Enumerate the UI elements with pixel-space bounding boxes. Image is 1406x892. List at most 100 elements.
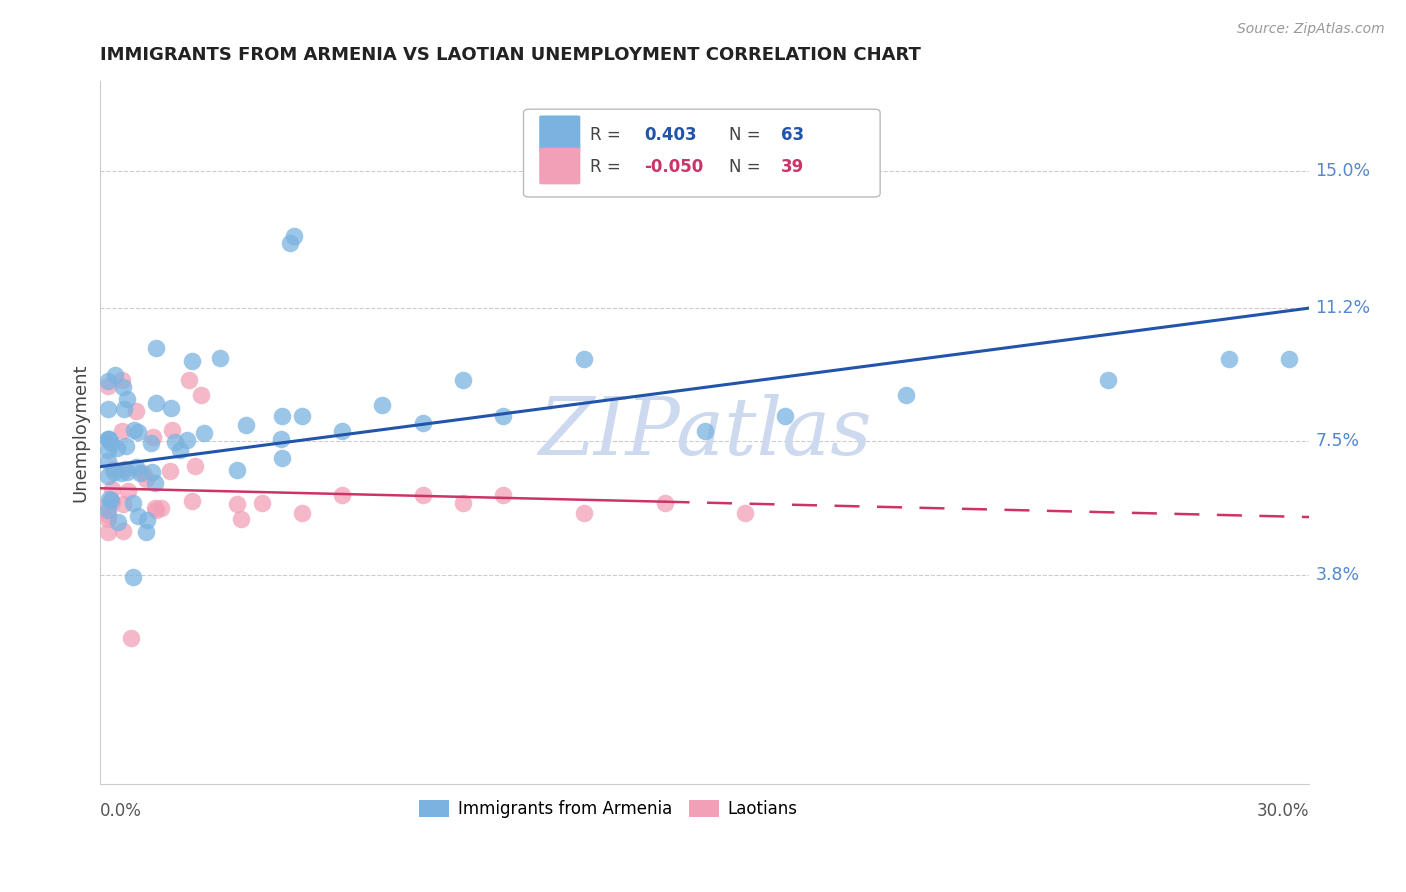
Point xyxy=(111,380,134,394)
Text: 7.5%: 7.5% xyxy=(1316,433,1360,450)
Text: Source: ZipAtlas.com: Source: ZipAtlas.com xyxy=(1237,22,1385,37)
Point xyxy=(135,524,157,539)
Point xyxy=(97,512,120,526)
Text: R =: R = xyxy=(591,126,620,145)
Point xyxy=(231,512,253,526)
Point xyxy=(654,496,676,510)
Point xyxy=(181,353,204,368)
Point xyxy=(100,492,122,507)
Point xyxy=(135,513,157,527)
Point xyxy=(896,387,918,401)
Point xyxy=(1097,373,1119,387)
Point xyxy=(145,502,167,516)
Point xyxy=(143,501,166,516)
Point xyxy=(101,462,124,476)
FancyBboxPatch shape xyxy=(540,148,581,185)
Point xyxy=(451,496,474,510)
Point xyxy=(112,401,135,416)
Point xyxy=(141,465,163,479)
Point xyxy=(115,466,138,480)
Point xyxy=(181,493,204,508)
Point xyxy=(97,432,120,446)
Text: 11.2%: 11.2% xyxy=(1316,299,1371,317)
Point xyxy=(105,441,128,455)
Point xyxy=(226,498,249,512)
Text: 3.8%: 3.8% xyxy=(1316,566,1360,583)
Point xyxy=(114,462,136,476)
Point xyxy=(120,631,142,645)
Point xyxy=(115,438,138,452)
Text: IMMIGRANTS FROM ARMENIA VS LAOTIAN UNEMPLOYMENT CORRELATION CHART: IMMIGRANTS FROM ARMENIA VS LAOTIAN UNEMP… xyxy=(100,46,921,64)
Point xyxy=(97,508,120,522)
Point xyxy=(451,373,474,387)
Point xyxy=(97,468,120,483)
Point xyxy=(159,464,181,478)
Point xyxy=(122,423,145,437)
Point xyxy=(97,454,120,468)
Point xyxy=(190,387,212,401)
Point xyxy=(103,465,125,479)
Text: 30.0%: 30.0% xyxy=(1257,802,1309,820)
Point xyxy=(775,409,797,424)
Point xyxy=(122,569,145,583)
Text: 63: 63 xyxy=(780,126,804,145)
Point xyxy=(101,482,124,496)
Point xyxy=(97,502,120,516)
Point xyxy=(162,423,184,437)
Point xyxy=(270,409,292,424)
Point xyxy=(184,459,207,474)
Point xyxy=(125,459,148,474)
Point xyxy=(100,435,122,450)
Legend: Immigrants from Armenia, Laotians: Immigrants from Armenia, Laotians xyxy=(413,793,804,824)
Point xyxy=(97,402,120,417)
Point xyxy=(139,436,162,450)
FancyBboxPatch shape xyxy=(540,115,581,152)
Point xyxy=(208,351,231,365)
Point xyxy=(734,507,756,521)
Point xyxy=(160,401,183,415)
Point xyxy=(110,466,132,480)
Text: 0.0%: 0.0% xyxy=(100,802,142,820)
Text: 39: 39 xyxy=(780,159,804,177)
Point xyxy=(226,463,249,477)
Point xyxy=(122,495,145,509)
Point xyxy=(330,488,353,502)
Point xyxy=(124,404,146,418)
Point xyxy=(291,507,314,521)
Point xyxy=(693,424,716,438)
Y-axis label: Unemployment: Unemployment xyxy=(72,363,89,501)
Point xyxy=(492,409,515,424)
Text: ZIPatlas: ZIPatlas xyxy=(538,393,872,471)
Text: N =: N = xyxy=(730,126,761,145)
Point xyxy=(112,497,135,511)
Point xyxy=(270,433,292,447)
FancyBboxPatch shape xyxy=(523,109,880,197)
Point xyxy=(1278,351,1301,366)
Text: R =: R = xyxy=(591,159,620,177)
Point xyxy=(117,483,139,498)
Point xyxy=(97,491,120,506)
Point xyxy=(128,466,150,480)
Point xyxy=(330,424,353,438)
Point xyxy=(278,236,301,251)
Point xyxy=(97,378,120,392)
Point xyxy=(143,476,166,491)
Point xyxy=(100,495,122,509)
Point xyxy=(572,351,595,366)
Point xyxy=(412,417,434,431)
Point xyxy=(135,472,157,486)
Point xyxy=(492,488,515,502)
Point xyxy=(235,417,257,432)
Point xyxy=(412,488,434,502)
Point xyxy=(107,515,129,529)
Point xyxy=(145,396,167,410)
Point xyxy=(291,409,314,424)
Point xyxy=(169,443,191,458)
Point xyxy=(127,425,149,440)
Text: -0.050: -0.050 xyxy=(644,159,703,177)
Point xyxy=(111,524,134,538)
Point xyxy=(97,498,120,512)
Point xyxy=(283,229,305,244)
Point xyxy=(150,501,173,516)
Point xyxy=(111,373,134,387)
